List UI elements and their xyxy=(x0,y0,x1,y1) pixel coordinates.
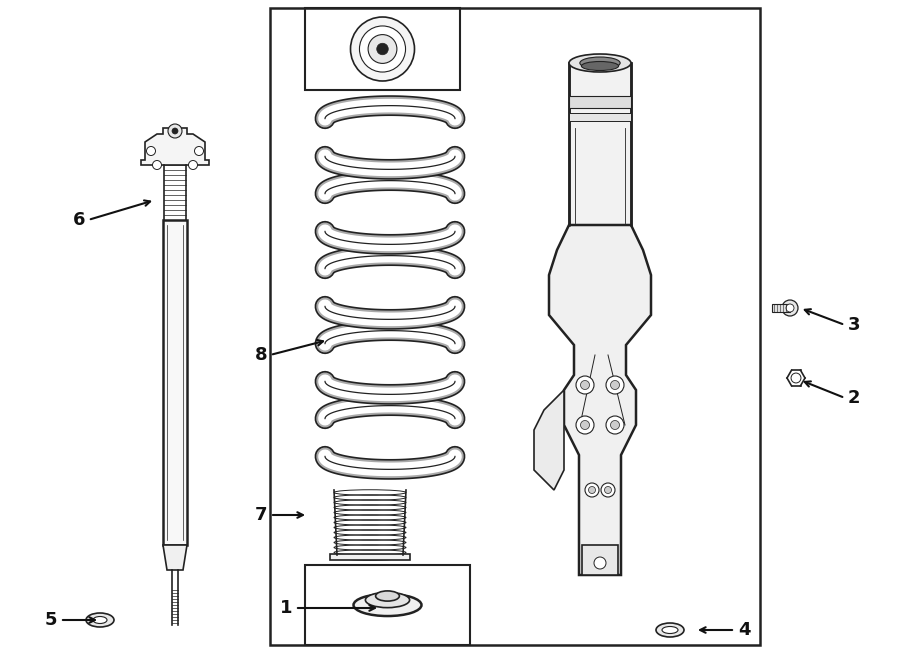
Circle shape xyxy=(606,376,624,394)
Circle shape xyxy=(147,146,156,156)
Text: 7: 7 xyxy=(255,506,267,524)
Bar xyxy=(305,8,460,90)
Circle shape xyxy=(601,483,615,497)
Circle shape xyxy=(576,376,594,394)
Text: 4: 4 xyxy=(738,621,751,639)
Ellipse shape xyxy=(581,62,618,70)
Circle shape xyxy=(576,416,594,434)
Bar xyxy=(330,554,410,560)
Circle shape xyxy=(152,160,161,169)
Ellipse shape xyxy=(86,613,114,627)
Circle shape xyxy=(610,420,619,430)
Text: 6: 6 xyxy=(73,211,85,229)
Text: 5: 5 xyxy=(44,611,57,629)
Ellipse shape xyxy=(93,616,107,624)
Ellipse shape xyxy=(656,623,684,637)
Circle shape xyxy=(188,160,197,169)
Circle shape xyxy=(791,373,801,383)
Circle shape xyxy=(610,381,619,389)
Circle shape xyxy=(172,128,178,134)
Circle shape xyxy=(585,483,599,497)
Circle shape xyxy=(359,26,406,72)
Text: 1: 1 xyxy=(280,599,292,617)
Polygon shape xyxy=(141,128,209,165)
Circle shape xyxy=(368,34,397,64)
Circle shape xyxy=(606,416,624,434)
Circle shape xyxy=(580,420,590,430)
Bar xyxy=(569,96,631,108)
Polygon shape xyxy=(163,545,187,570)
Polygon shape xyxy=(534,390,564,490)
Circle shape xyxy=(194,146,203,156)
Ellipse shape xyxy=(662,626,678,634)
Text: 8: 8 xyxy=(255,346,267,364)
Circle shape xyxy=(782,300,798,316)
Bar xyxy=(305,565,470,645)
Circle shape xyxy=(786,304,794,312)
Bar xyxy=(163,220,187,545)
Bar xyxy=(772,304,790,312)
Ellipse shape xyxy=(580,57,620,69)
Circle shape xyxy=(589,487,596,493)
Circle shape xyxy=(605,487,611,493)
Bar xyxy=(270,8,760,645)
Text: 2: 2 xyxy=(848,389,860,407)
Bar xyxy=(569,63,631,225)
Circle shape xyxy=(350,17,415,81)
Polygon shape xyxy=(549,225,651,575)
Text: 3: 3 xyxy=(848,316,860,334)
Bar xyxy=(582,545,618,575)
Ellipse shape xyxy=(354,594,421,616)
Circle shape xyxy=(594,557,606,569)
Ellipse shape xyxy=(569,54,631,72)
Circle shape xyxy=(168,124,182,138)
Circle shape xyxy=(580,381,590,389)
Bar xyxy=(569,113,631,121)
Circle shape xyxy=(377,43,388,55)
Ellipse shape xyxy=(365,592,410,608)
Ellipse shape xyxy=(375,591,400,601)
